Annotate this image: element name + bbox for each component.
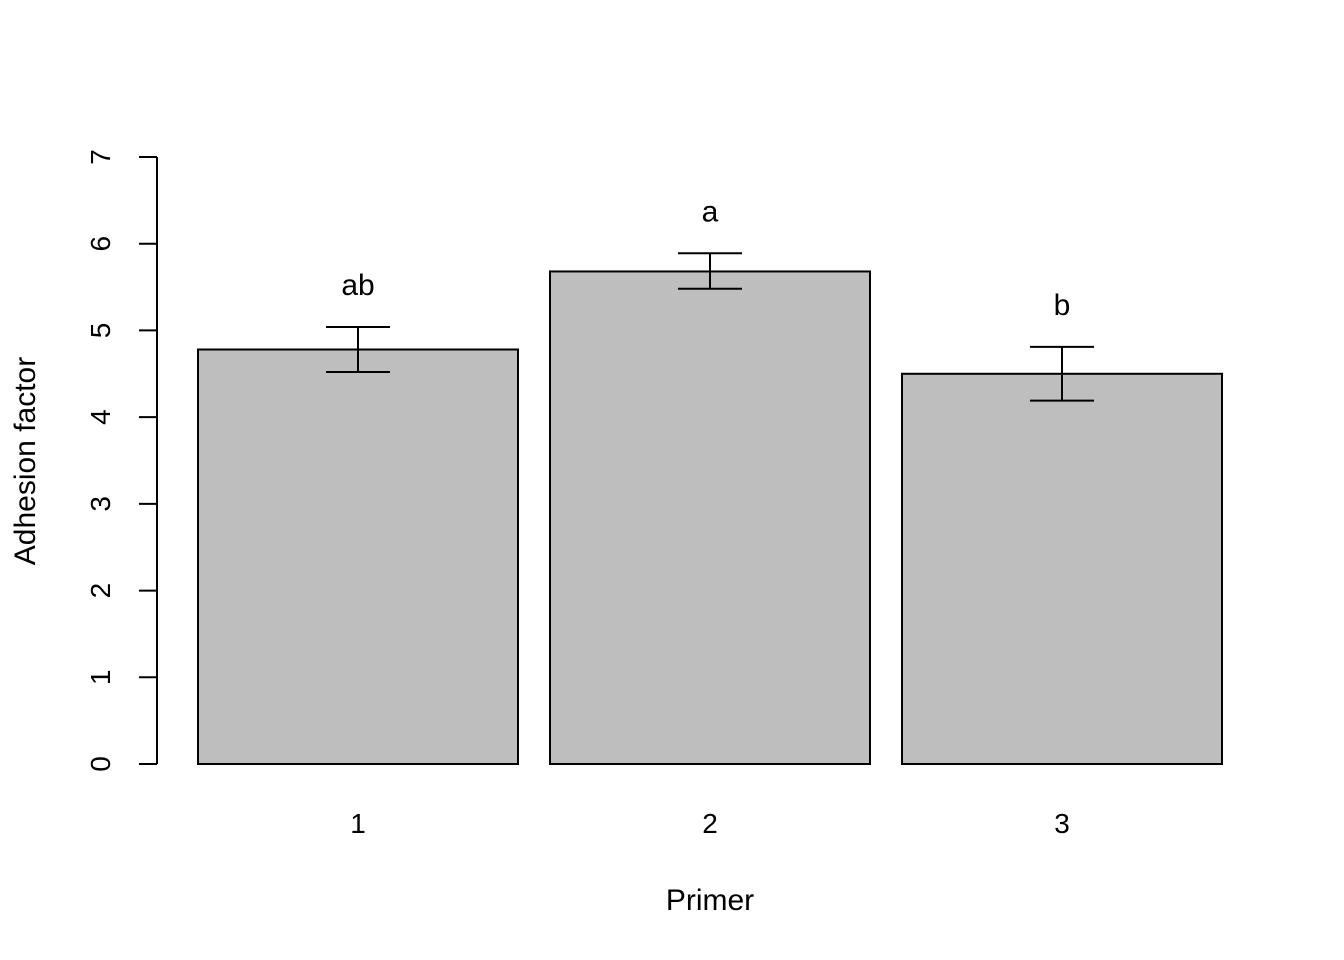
y-tick-label: 6: [85, 236, 116, 252]
y-tick-label: 3: [85, 496, 116, 512]
y-axis-title: Adhesion factor: [9, 357, 42, 565]
error-bar: [326, 325, 390, 374]
x-tick-label: 3: [1054, 808, 1070, 839]
bar: [197, 348, 519, 765]
bars: [197, 270, 1223, 765]
y-tick-label: 5: [85, 323, 116, 339]
y-axis: 0 1 2 3 4 5 6 7: [85, 149, 158, 772]
x-tick-label: 2: [702, 808, 718, 839]
error-bar: [1030, 345, 1094, 402]
error-bar: [678, 252, 742, 290]
y-tick-label: 2: [85, 583, 116, 599]
significance-label: b: [1054, 289, 1071, 322]
y-tick-label: 4: [85, 409, 116, 425]
y-tick-label: 1: [85, 669, 116, 685]
x-axis-title: Primer: [666, 884, 754, 917]
bar: [549, 270, 871, 765]
significance-label: ab: [341, 269, 374, 302]
x-tick-labels: 1 2 3: [350, 808, 1070, 839]
error-bars: [326, 252, 1094, 402]
x-tick-label: 1: [350, 808, 366, 839]
y-tick-label: 7: [85, 149, 116, 165]
bar: [901, 372, 1223, 765]
y-tick-label: 0: [85, 756, 116, 772]
significance-label: a: [702, 195, 719, 228]
